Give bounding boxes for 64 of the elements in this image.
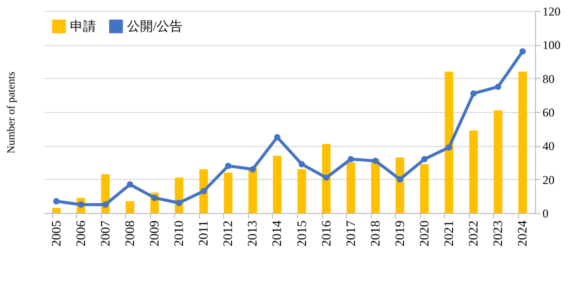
- point: [53, 198, 60, 204]
- bar: [248, 168, 257, 213]
- x-tick-label: 2012: [220, 220, 236, 246]
- point: [151, 194, 158, 202]
- y-tick-label: 120: [542, 4, 560, 18]
- point: [323, 174, 330, 181]
- point: [396, 176, 404, 182]
- y-tick-label: 60: [542, 106, 554, 120]
- y-tick-label: 20: [542, 172, 554, 187]
- y-tick-label: 40: [542, 139, 554, 154]
- x-tick-label: 2011: [196, 220, 211, 246]
- legend-label: 申請: [70, 18, 96, 34]
- bar: [518, 72, 527, 213]
- bar: [322, 144, 331, 213]
- x-tick-label: 2013: [244, 220, 260, 246]
- point: [372, 158, 379, 164]
- y-tick-label: 0: [542, 206, 548, 220]
- point: [126, 181, 134, 188]
- point: [348, 156, 354, 162]
- point: [446, 144, 452, 151]
- x-tick-label: 2016: [318, 220, 334, 246]
- bar: [52, 208, 61, 213]
- y-tick-label: 80: [542, 72, 554, 86]
- bar: [420, 164, 429, 213]
- bar: [224, 172, 232, 213]
- x-tick-label: 2005: [48, 220, 64, 246]
- x-tick-label: 2020: [416, 220, 432, 246]
- x-tick-label: 2024: [514, 220, 530, 246]
- x-tick-label: 2018: [367, 220, 382, 246]
- point: [274, 134, 280, 140]
- bar: [396, 157, 404, 213]
- x-tick-label: 2007: [97, 220, 112, 246]
- x-tick-label: 2019: [392, 220, 407, 246]
- bar: [272, 156, 282, 213]
- x-tick-label: 2015: [294, 220, 309, 246]
- point: [224, 162, 232, 170]
- point: [470, 90, 477, 97]
- bar: [371, 159, 380, 213]
- point: [200, 188, 207, 194]
- x-tick-label: 2010: [171, 220, 186, 246]
- x-tick-label: 2014: [269, 220, 284, 246]
- bar: [444, 72, 454, 213]
- bar: [126, 201, 134, 213]
- bar: [297, 169, 306, 213]
- point: [421, 156, 428, 162]
- x-tick-label: 2009: [146, 220, 162, 246]
- point: [494, 84, 502, 90]
- x-tick-label: 2008: [122, 220, 138, 246]
- point: [250, 166, 256, 172]
- point: [102, 201, 109, 208]
- y-axis-title: Number of patents: [6, 72, 18, 154]
- legend-label: 公開/公告: [127, 18, 183, 34]
- point: [176, 200, 182, 206]
- point: [298, 161, 305, 168]
- x-tick-label: 2017: [342, 220, 358, 246]
- bar: [469, 130, 478, 213]
- x-tick-label: 2022: [466, 220, 481, 246]
- x-tick-label: 2023: [490, 220, 506, 246]
- bar: [346, 162, 356, 213]
- x-tick-label: 2021: [440, 220, 456, 246]
- x-tick-label: 2006: [72, 220, 88, 246]
- point: [519, 48, 526, 55]
- y-tick-label: 100: [542, 38, 560, 52]
- bar: [494, 110, 502, 213]
